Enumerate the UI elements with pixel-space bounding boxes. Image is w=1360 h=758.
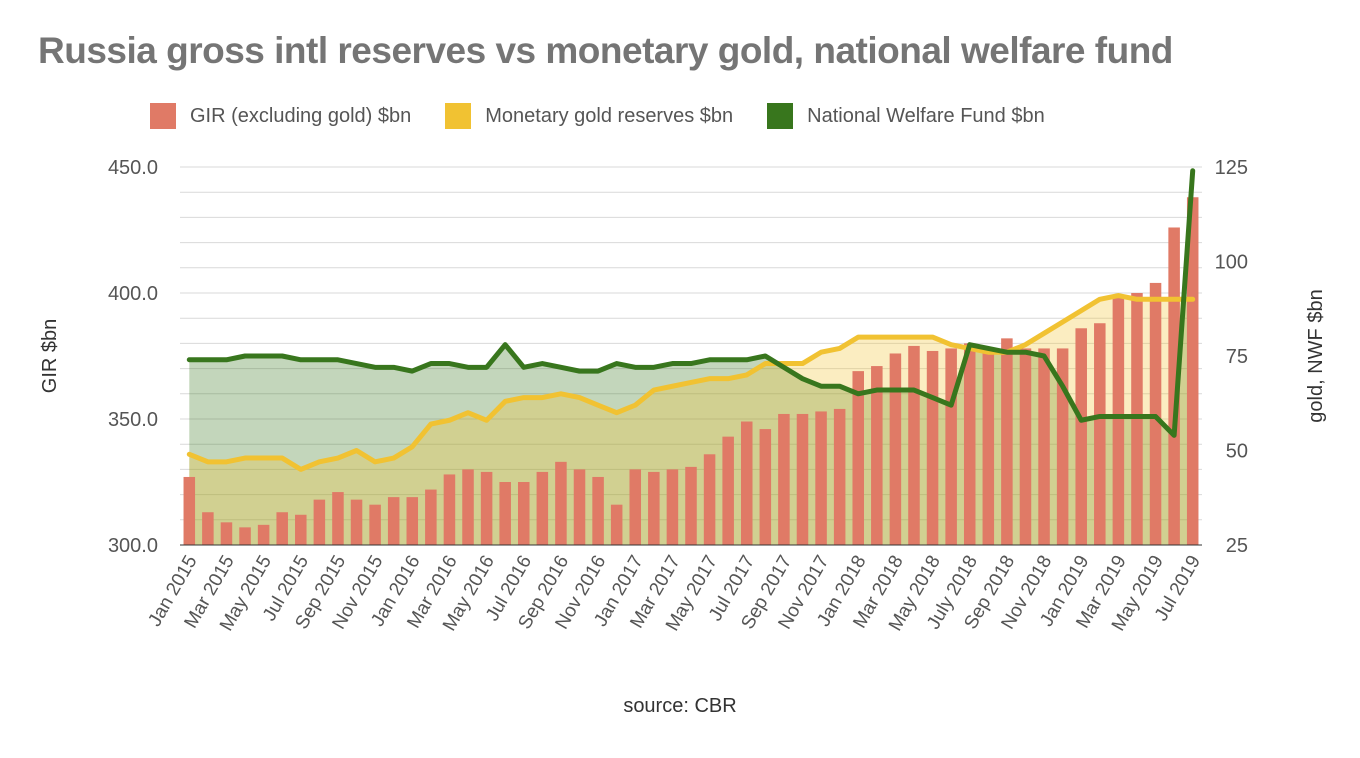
gir-bar	[982, 348, 995, 545]
gir-bar	[648, 471, 660, 545]
legend-swatch-gir	[150, 103, 176, 129]
legend-label-gir: GIR (excluding gold) $bn	[190, 104, 412, 127]
gir-bar	[276, 512, 288, 545]
gir-bar	[1019, 348, 1032, 545]
gir-bar	[759, 429, 772, 545]
gir-bar	[852, 371, 864, 545]
gir-bar	[1149, 282, 1162, 545]
gir-bar	[740, 421, 753, 545]
left-axis-label: GIR $bn	[39, 319, 61, 393]
gir-bar	[462, 469, 474, 545]
gir-bar	[369, 504, 381, 545]
gir-bar	[406, 497, 419, 545]
gir-bar	[220, 522, 233, 545]
gir-bar	[1056, 348, 1069, 545]
gir-bar	[889, 353, 902, 545]
gir-bar	[499, 482, 511, 545]
right-tick-label: 100	[1215, 252, 1248, 274]
gir-bar	[778, 413, 790, 545]
gir-bar	[1131, 293, 1143, 545]
gir-bar	[332, 492, 344, 545]
right-tick-label: 75	[1226, 346, 1248, 368]
left-tick-label: 300.0	[108, 535, 158, 557]
gir-bar	[387, 497, 400, 545]
gir-bar	[963, 343, 976, 545]
legend-item-nwf[interactable]: National Welfare Fund $bn	[767, 103, 1045, 129]
nwf-area	[189, 170, 1193, 545]
gold-line	[186, 293, 1196, 472]
gir-bar	[926, 350, 939, 545]
legend-swatch-nwf	[767, 103, 794, 129]
gir-bar	[1168, 227, 1180, 546]
gir-bar	[945, 348, 957, 545]
gir-bar	[908, 345, 920, 545]
chart-title: Russia gross intl reserves vs monetary g…	[38, 30, 1173, 71]
gir-bar	[610, 504, 623, 545]
gir-bar	[202, 512, 214, 545]
source-note: source: CBR	[623, 695, 737, 717]
gir-bar	[536, 471, 549, 545]
gir-bar	[815, 411, 827, 545]
gir-bar	[183, 476, 196, 545]
gold-area	[189, 295, 1193, 545]
legend-label-nwf: National Welfare Fund $bn	[807, 104, 1045, 127]
left-tick-label: 400.0	[108, 283, 158, 305]
left-tick-label: 450.0	[108, 157, 158, 179]
nwf-line	[186, 168, 1196, 438]
gir-bar	[313, 499, 326, 545]
right-tick-label: 50	[1226, 441, 1248, 463]
right-axis-label: gold, NWF $bn	[1305, 289, 1327, 422]
gir-bar	[1112, 298, 1125, 545]
gir-bar	[257, 524, 270, 545]
gir-bar	[350, 499, 363, 545]
gir-bar	[573, 469, 586, 545]
gir-bar	[518, 482, 530, 545]
gir-bar	[425, 489, 437, 545]
gir-bar	[295, 514, 307, 545]
gir-bar	[443, 474, 456, 545]
gir-bar	[1075, 328, 1087, 545]
right-tick-label: 125	[1215, 157, 1248, 179]
right-tick-label: 25	[1226, 535, 1248, 557]
gir-bar	[871, 366, 883, 545]
gir-bar	[722, 436, 734, 545]
gir-bar	[1038, 348, 1050, 545]
chart-plot: 300.0 350.0 400.0 450.0 25 50 75 100 125 GIR $bn g…	[39, 157, 1327, 635]
gir-bar	[629, 469, 642, 545]
gir-bar	[555, 461, 567, 545]
gir-bar	[703, 454, 716, 545]
gir-bar	[1094, 323, 1106, 545]
gir-bar	[480, 471, 493, 545]
gir-bar	[833, 408, 846, 545]
left-tick-label: 350.0	[108, 409, 158, 431]
gir-bar	[685, 466, 697, 545]
gir-bar	[592, 476, 604, 545]
legend-item-gir[interactable]: GIR (excluding gold) $bn	[150, 103, 411, 129]
legend-item-gold[interactable]: Monetary gold reserves $bn	[445, 103, 733, 129]
gir-bar	[666, 469, 679, 545]
gir-bar	[1001, 338, 1013, 545]
gir-bar	[1186, 197, 1199, 546]
gir-bar	[796, 413, 809, 545]
legend-label-gold: Monetary gold reserves $bn	[485, 104, 734, 127]
legend: GIR (excluding gold) $bn Monetary gold r…	[150, 101, 1079, 131]
legend-swatch-gold	[445, 103, 472, 129]
gir-bar	[239, 527, 251, 545]
